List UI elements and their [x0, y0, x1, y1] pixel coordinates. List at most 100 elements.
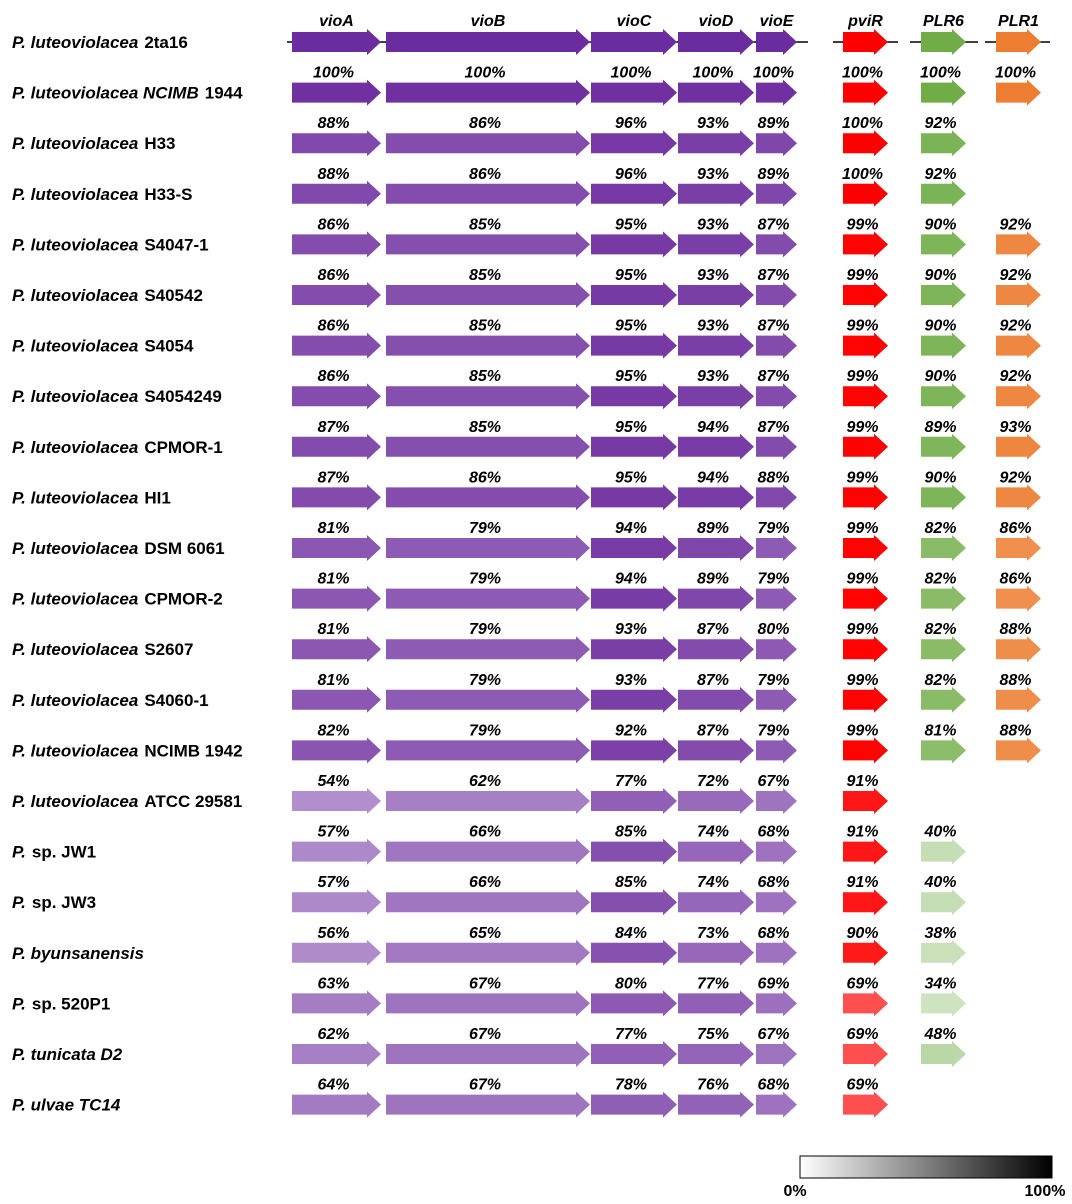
identity-label: 34%	[924, 975, 956, 992]
gene-arrow	[756, 737, 797, 764]
gene-arrow	[591, 1091, 677, 1118]
identity-label: 57%	[317, 824, 349, 841]
strain-italic: P. ulvae TC14	[12, 1096, 121, 1115]
identity-label: 86%	[317, 267, 349, 284]
gene-name: PLR1	[998, 13, 1039, 30]
strain-plain: 2ta16	[144, 33, 187, 52]
identity-label: 86%	[999, 520, 1031, 537]
strain-name: P. luteoviolacea S4060-1	[12, 691, 209, 710]
gene-arrow	[678, 1091, 754, 1118]
gene-arrow	[843, 484, 888, 511]
strain-italic: P. luteoviolacea	[12, 792, 138, 811]
gene-arrow	[386, 433, 590, 460]
identity-label: 99%	[846, 520, 878, 537]
identity-label: 91%	[846, 773, 878, 790]
gene-arrow	[386, 788, 590, 814]
gene-arrow	[756, 1041, 797, 1067]
strain-italic: P. luteoviolacea	[12, 691, 138, 710]
gene-arrow	[386, 332, 590, 359]
identity-label: 77%	[615, 773, 647, 790]
gene-arrow	[591, 636, 677, 663]
gene-arrow	[678, 636, 754, 663]
gene-name: vioE	[760, 13, 795, 30]
gene-name: vioA	[319, 13, 354, 30]
gene-arrow	[386, 1041, 590, 1067]
identity-label: 68%	[757, 824, 789, 841]
gene-arrow	[843, 180, 888, 207]
gene-arrow	[921, 1041, 966, 1067]
strain-name: P. luteoviolacea ATCC 29581	[12, 792, 242, 811]
gene-arrow	[678, 29, 754, 55]
gene-arrow	[292, 990, 381, 1017]
gene-arrow	[386, 29, 590, 55]
gene-arrow	[921, 332, 966, 359]
strain-italic: P. luteoviolacea	[12, 33, 138, 52]
identity-label: 67%	[469, 1077, 501, 1094]
gene-arrow	[996, 535, 1041, 561]
identity-label: 81%	[317, 672, 349, 689]
gene-arrow	[756, 231, 797, 258]
gene-arrow	[843, 282, 888, 308]
identity-label: 80%	[757, 621, 789, 638]
identity-label: 93%	[697, 216, 729, 233]
identity-label: 79%	[469, 672, 501, 689]
strain-name: P. luteoviolacea S4047-1	[12, 235, 209, 254]
strain-plain: sp. 520P1	[32, 994, 110, 1013]
gene-name: vioB	[471, 13, 506, 30]
gene-arrow	[843, 838, 888, 865]
strain-plain: H33-S	[144, 185, 192, 204]
gene-arrow	[921, 433, 966, 460]
gene-arrow	[678, 939, 754, 966]
gene-arrow	[843, 889, 888, 916]
identity-label: 69%	[846, 1077, 878, 1094]
strain-name: P. luteoviolacea DSM 6061	[12, 539, 225, 558]
gene-arrow	[843, 737, 888, 764]
identity-label: 93%	[697, 115, 729, 132]
gene-arrow	[678, 180, 754, 207]
gene-arrow	[921, 939, 966, 966]
identity-label: 86%	[317, 318, 349, 335]
gene-arrow	[756, 332, 797, 359]
identity-label: 95%	[615, 419, 647, 436]
identity-label: 89%	[697, 571, 729, 588]
gene-arrow	[921, 231, 966, 258]
gene-arrow	[678, 788, 754, 814]
identity-label: 87%	[757, 216, 789, 233]
identity-label: 74%	[697, 874, 729, 891]
gene-arrow	[292, 231, 381, 258]
identity-label: 89%	[757, 115, 789, 132]
strain-italic: P. luteoviolacea NCIMB	[12, 84, 199, 103]
gene-name: PLR6	[923, 13, 964, 30]
identity-label: 89%	[697, 520, 729, 537]
gene-arrow	[921, 585, 966, 612]
strain-plain: S2607	[144, 640, 193, 659]
identity-label: 87%	[757, 267, 789, 284]
identity-label: 74%	[697, 824, 729, 841]
identity-label: 88%	[999, 672, 1031, 689]
strain-italic: P. luteoviolacea	[12, 539, 138, 558]
identity-label: 87%	[317, 419, 349, 436]
identity-label: 85%	[469, 267, 501, 284]
identity-label: 92%	[999, 267, 1031, 284]
identity-label: 84%	[615, 925, 647, 942]
gene-arrow	[843, 1041, 888, 1067]
gene-arrow	[292, 535, 381, 561]
gene-arrow	[292, 282, 381, 308]
identity-label: 99%	[846, 722, 878, 739]
gene-arrow	[591, 383, 677, 410]
gene-arrow	[386, 282, 590, 308]
gene-arrow	[386, 484, 590, 511]
gene-arrow	[756, 484, 797, 511]
gene-arrow	[386, 585, 590, 612]
strain-plain: H33	[144, 134, 175, 153]
strain-name: P. luteoviolacea S4054	[12, 337, 194, 356]
gene-arrow	[292, 1091, 381, 1118]
identity-label: 68%	[757, 925, 789, 942]
strain-name: P. luteoviolacea 2ta16	[12, 33, 188, 52]
identity-label: 100%	[995, 65, 1036, 82]
identity-label: 90%	[924, 318, 956, 335]
gene-arrow	[386, 130, 590, 157]
identity-label: 81%	[317, 571, 349, 588]
gene-arrow	[996, 484, 1041, 511]
gene-arrow	[591, 686, 677, 713]
